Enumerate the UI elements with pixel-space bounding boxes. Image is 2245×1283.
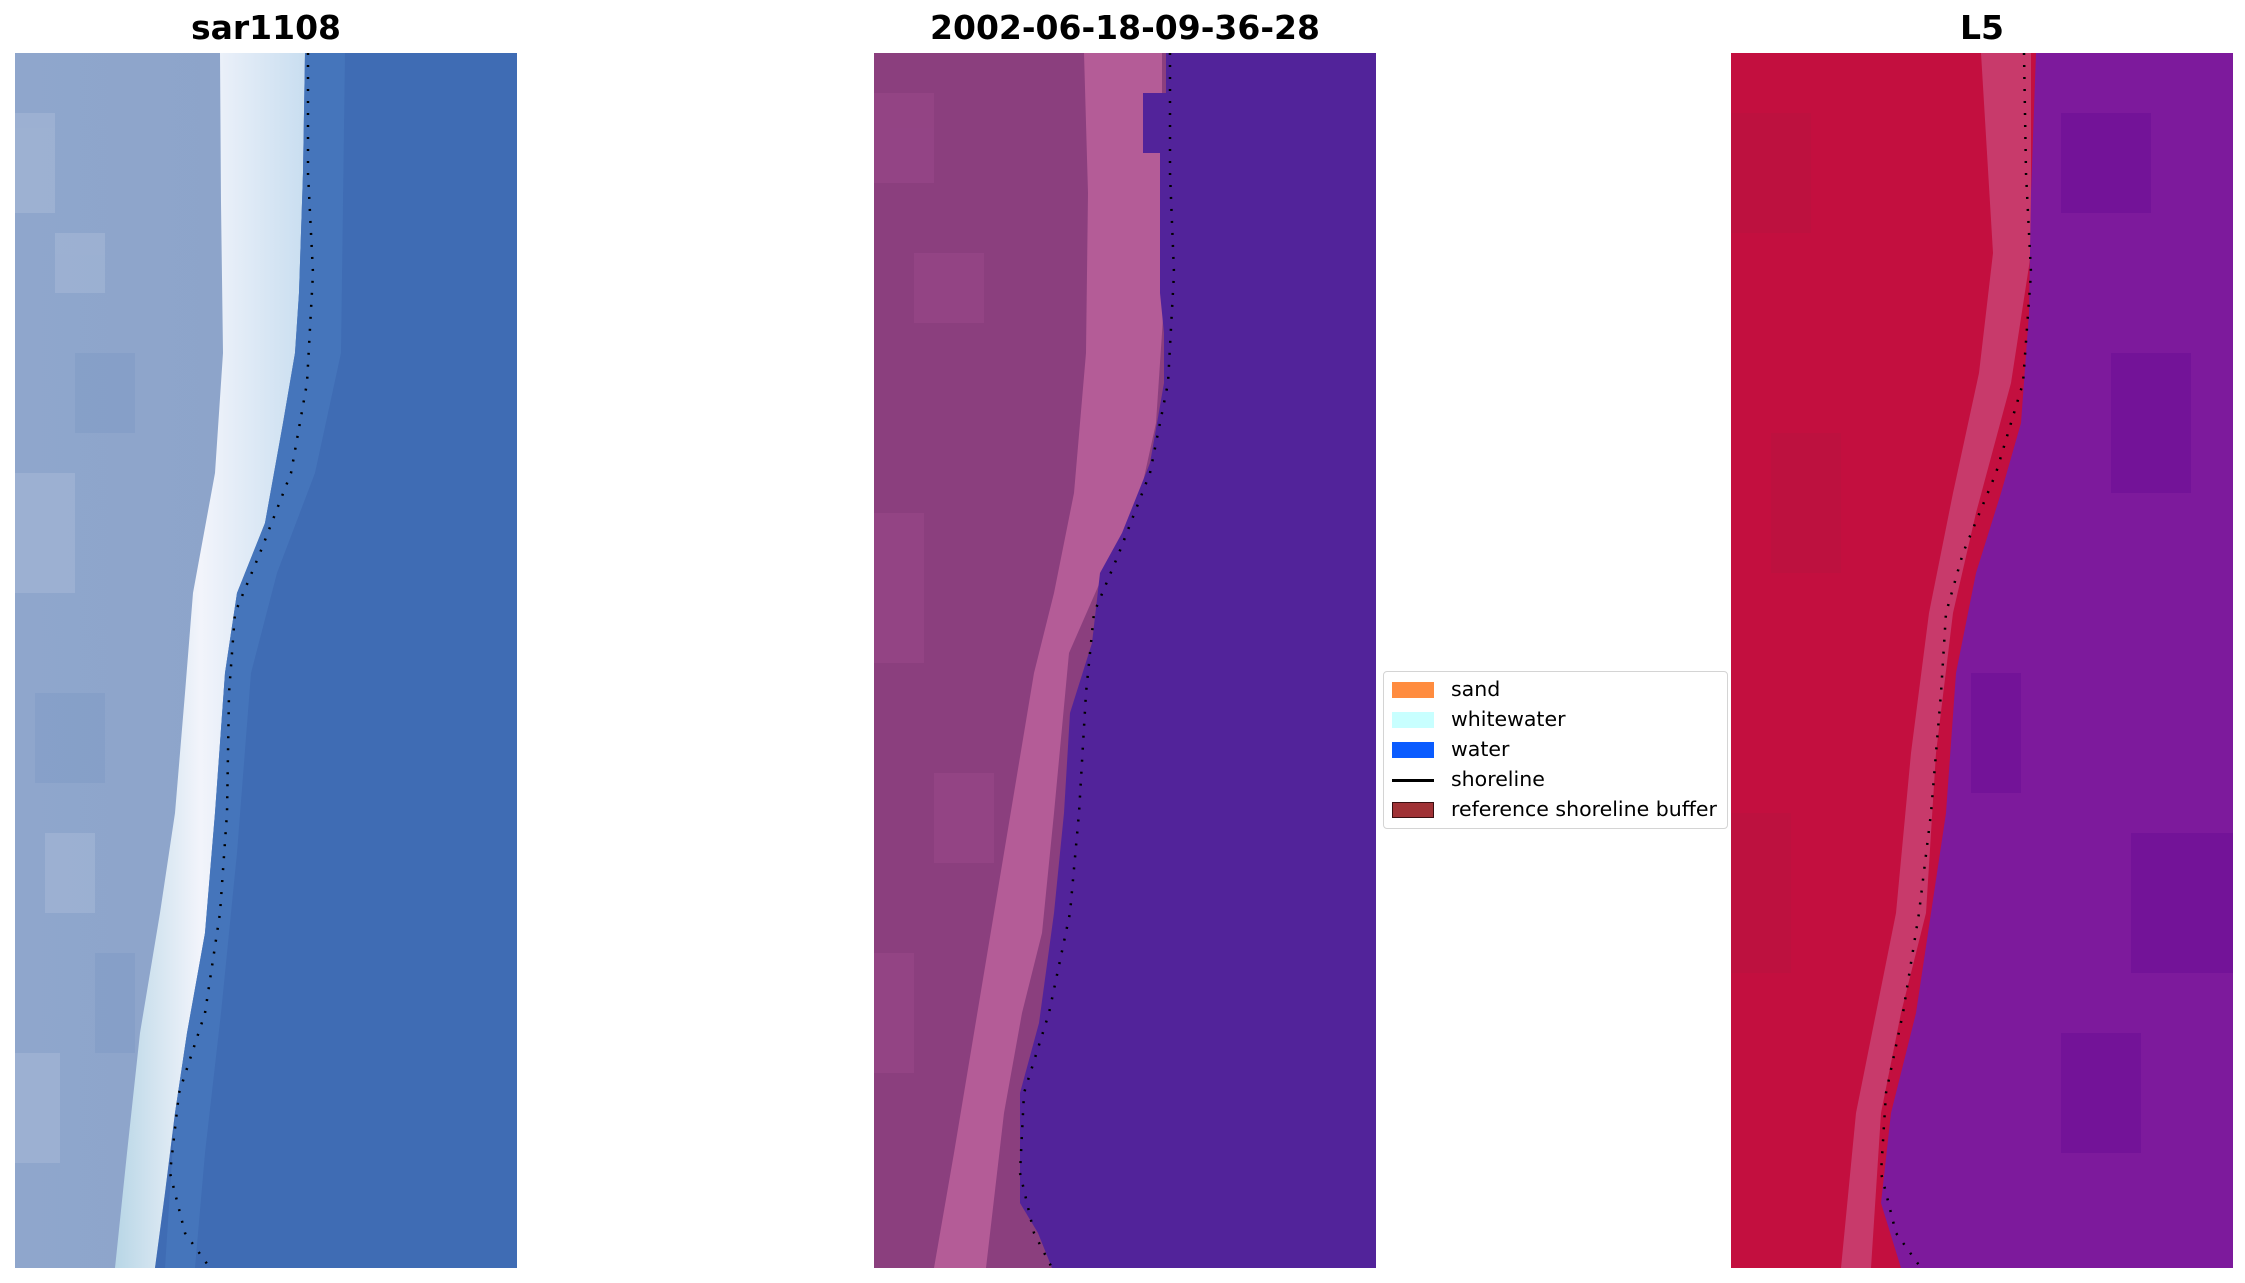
satellite-rgb-image (15, 53, 517, 1268)
classified-image (874, 53, 1376, 1268)
legend-item-water: water (1384, 734, 1727, 764)
legend-label: whitewater (1451, 707, 1566, 731)
panel-title-rgb: sar1108 (190, 8, 342, 47)
shoreline-line-sample (1392, 779, 1434, 782)
legend-label: reference shoreline buffer (1451, 797, 1717, 821)
legend-item-whitewater: whitewater (1384, 704, 1727, 734)
legend-item-reference-buffer: reference shoreline buffer (1384, 794, 1727, 824)
sand-swatch (1392, 682, 1434, 698)
legend-item-sand: sand (1384, 674, 1727, 704)
legend-label: water (1451, 737, 1510, 761)
water-swatch (1392, 742, 1434, 758)
legend-label: sand (1451, 677, 1501, 701)
legend-label: shoreline (1451, 767, 1545, 791)
panel-title-index: L5 (1960, 8, 2004, 47)
panel-title-classified: 2002-06-18-09-36-28 (930, 8, 1320, 47)
whitewater-swatch (1392, 712, 1434, 728)
legend-item-shoreline: shoreline (1384, 764, 1727, 794)
reference-buffer-swatch (1392, 802, 1434, 818)
legend: sand whitewater water shoreline referenc… (1383, 671, 1728, 829)
index-image (1731, 53, 2233, 1268)
